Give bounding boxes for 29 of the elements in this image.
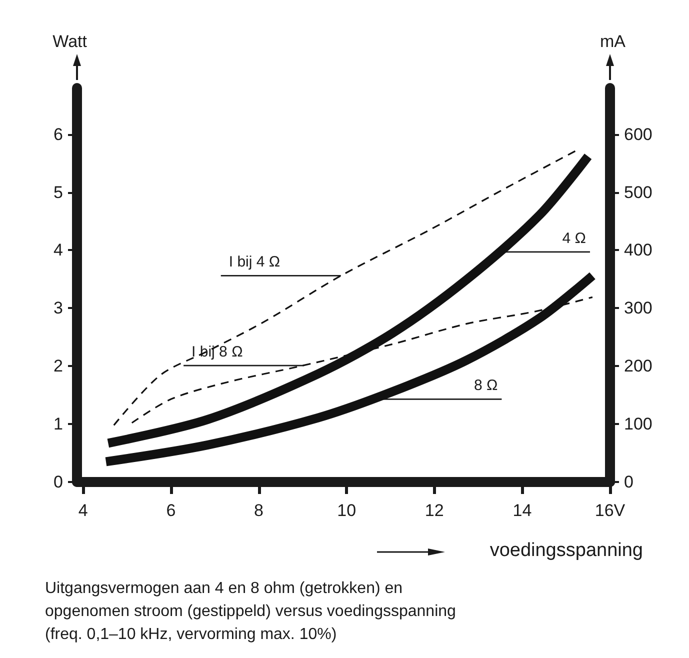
y-tick-label: 0: [54, 472, 63, 492]
x-tick-label: 8: [254, 501, 264, 520]
x-tick-label: 16V: [594, 501, 626, 520]
y-tick-label: 5: [54, 182, 63, 202]
annotation: 4 Ω: [562, 230, 586, 247]
y2-tick-label: 300: [624, 298, 652, 318]
x-tick-label: 12: [424, 501, 444, 520]
y2-tick-label: 200: [624, 356, 652, 376]
y2-tick-label: 400: [624, 240, 652, 260]
y2-tick-label: 0: [624, 472, 634, 492]
y2-tick-label: 100: [624, 414, 652, 434]
y-tick-label: 4: [54, 240, 63, 260]
x-tick-label: 10: [337, 501, 356, 520]
annotation: I bij 8 Ω: [192, 344, 243, 361]
y-tick-label: 2: [54, 356, 63, 376]
x-tick-label: 6: [166, 501, 176, 520]
x-axis-title: voedingsspanning: [490, 540, 644, 561]
y2-tick-label: 600: [624, 124, 652, 144]
x-tick-label: 14: [512, 501, 532, 520]
y-tick-label: 1: [54, 414, 63, 434]
y-tick-label: 6: [54, 124, 63, 144]
y-axis-title: Watt: [52, 32, 88, 51]
y2-axis-title: mA: [600, 32, 626, 51]
y-tick-label: 3: [54, 298, 63, 318]
annotation: 8 Ω: [474, 377, 498, 394]
text: Uitgangsvermogen aan 4 en 8 ohm (getrokken) en opgenomen stroom (gestippeld) versus voedingsspanning (freq. 0,1–10 kHz, vervorming max. 10%): [45, 580, 456, 643]
x-tick-label: 4: [78, 501, 88, 520]
y2-tick-label: 500: [624, 182, 652, 202]
annotation: I bij 4 Ω: [228, 254, 280, 271]
